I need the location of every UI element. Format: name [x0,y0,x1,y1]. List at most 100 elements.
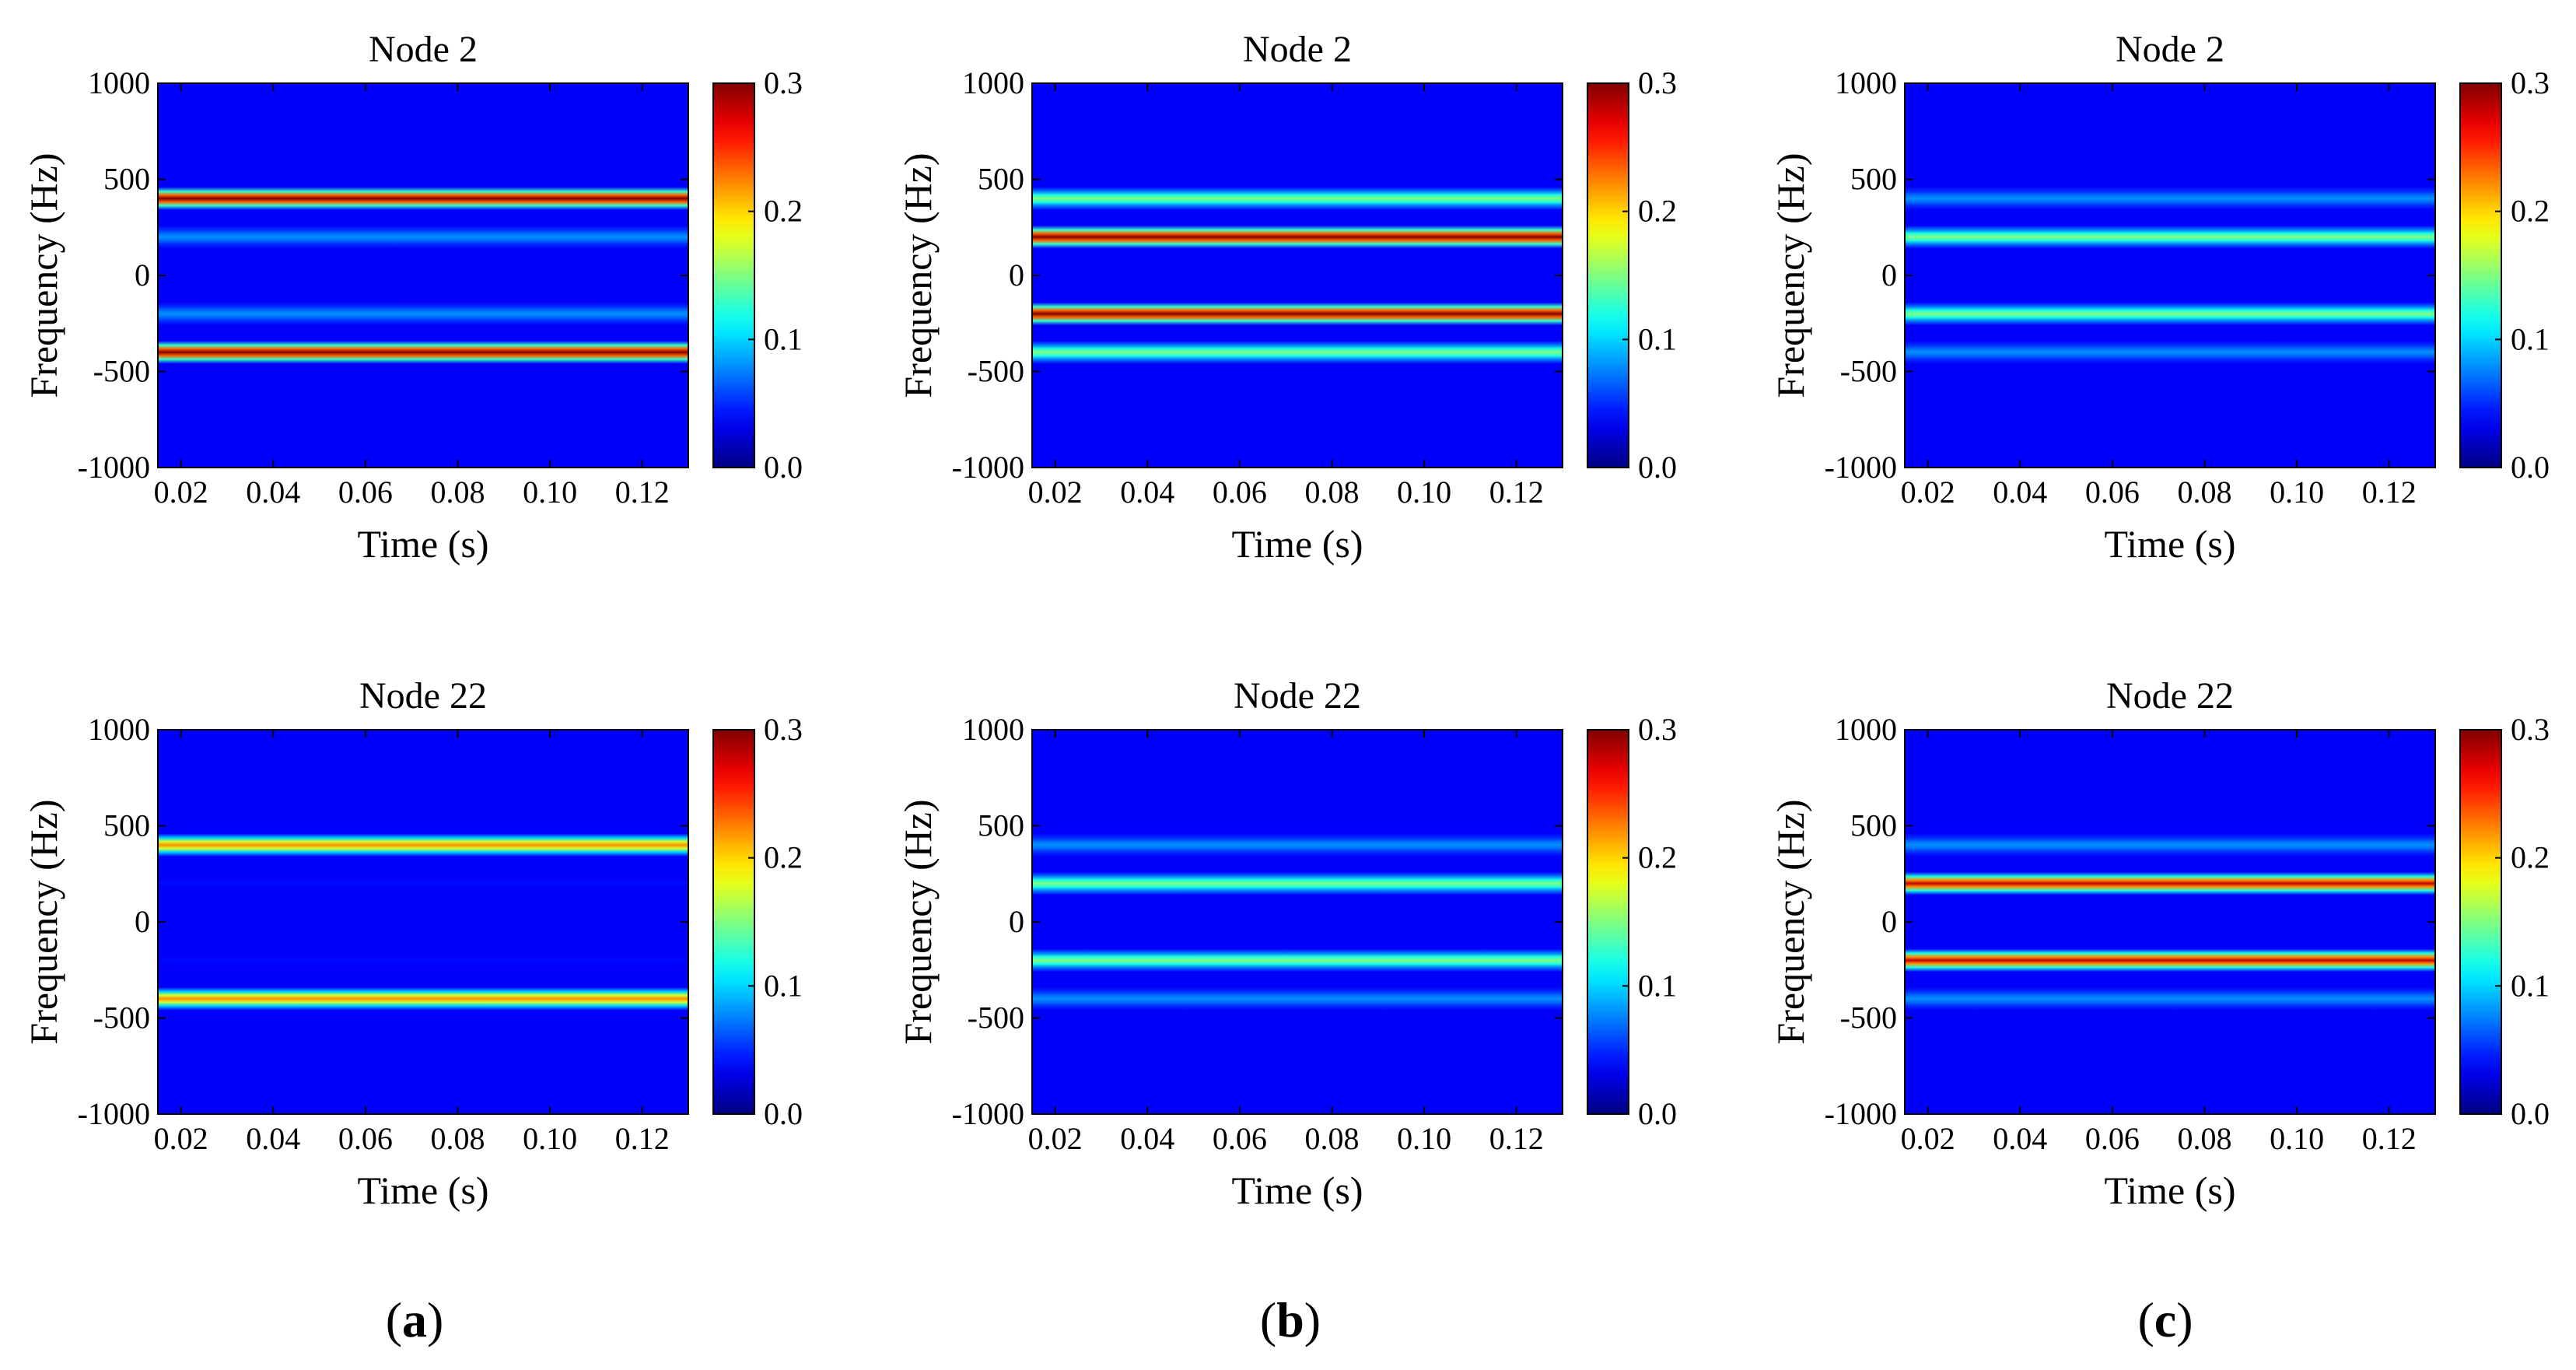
y-tick-label: 0 [1009,258,1024,293]
colorbar-tick-label: 0.0 [2511,450,2550,485]
y-tick-label: 1000 [88,712,150,747]
y-tick-label: -1000 [1825,1096,1897,1131]
colorbar-tick-label: 0.1 [764,321,803,356]
x-tick-label: 0.04 [1120,475,1174,510]
x-tick-label: 0.12 [615,1121,670,1156]
panel-label-open: ( [386,1292,402,1347]
band-pos600hz [1905,154,2435,166]
chart-title: Node 22 [359,675,487,717]
colorbar [2459,729,2502,1115]
heatmap-background [1905,730,2435,1114]
x-tick-label: 0.06 [1213,1121,1267,1156]
band-neg200hz [158,302,688,326]
x-tick-label: 0.04 [246,475,300,510]
x-tick-label: 0.02 [1028,475,1083,510]
panel-label-open: ( [2137,1292,2154,1347]
band-neg200hz [1905,948,2435,972]
panel-label-b: (b) [1260,1292,1321,1347]
colorbar-tick-label: 0.2 [1638,840,1677,875]
x-tick-label: 0.10 [1397,475,1451,510]
band-neg200hz [1032,302,1563,326]
band-pos200hz [158,225,688,249]
x-tick-label: 0.04 [246,1121,300,1156]
y-tick-label: -500 [93,1000,150,1035]
band-pos600hz [1905,801,2435,813]
y-tick-label: -500 [1840,354,1897,389]
x-tick-label: 0.08 [1304,475,1359,510]
x-tick-label: 0.12 [1489,475,1544,510]
y-axis-label: Frequency (Hz) [1769,152,1812,398]
band-pos400hz [1032,187,1563,211]
band-neg200hz [1032,948,1563,972]
y-tick-label: 500 [103,808,150,843]
colorbar-tick-label: 0.3 [2511,712,2550,747]
y-tick-label: 1000 [1835,65,1897,100]
x-tick-label: 0.06 [338,1121,393,1156]
y-tick-label: 0 [135,904,150,939]
x-tick-label: 0.08 [1304,1121,1359,1156]
colorbar-tick-label: 0.3 [1638,65,1677,100]
colorbar-tick-label: 0.1 [2511,968,2550,1003]
x-axis-label: Time (s) [2104,1169,2235,1212]
colorbar [712,729,755,1115]
y-tick-label: 1000 [962,712,1024,747]
x-tick-label: 0.02 [154,1121,208,1156]
x-tick-label: 0.04 [1993,475,2047,510]
panel-label-close: ) [427,1292,443,1347]
band-neg400hz [1032,340,1563,364]
colorbar-tick-label: 0.3 [764,712,803,747]
band-pos600hz [158,801,688,813]
chart-title: Node 2 [2116,29,2224,70]
heatmap-background [158,83,688,468]
x-tick-label: 0.08 [430,1121,485,1156]
y-tick-label: 0 [135,258,150,293]
band-neg600hz [1032,1031,1563,1043]
panel-label-close: ) [1304,1292,1321,1347]
band-pos400hz [158,833,688,857]
band-pos800hz [1032,762,1563,774]
band-pos400hz [158,187,688,211]
y-tick-label: -1000 [952,450,1024,485]
band-pos200hz [1905,871,2435,895]
colorbar-tick-label: 0.1 [764,968,803,1003]
chart-title: Node 2 [1243,29,1352,70]
colorbar-tick-label: 0.2 [2511,194,2550,229]
band-pos400hz [1905,833,2435,857]
colorbar-tick-label: 0.1 [2511,321,2550,356]
y-tick-label: 500 [1850,162,1897,197]
colorbar-tick-label: 0.2 [764,840,803,875]
colorbar-tick-label: 0.3 [1638,712,1677,747]
y-tick-label: -500 [968,354,1024,389]
band-neg600hz [1905,384,2435,397]
band-neg800hz [1905,423,2435,436]
chart-title: Node 22 [2106,675,2234,717]
panel-label-a: (a) [386,1292,444,1347]
x-tick-label: 0.12 [1489,1121,1544,1156]
colorbar-tick-label: 0.0 [764,450,803,485]
y-tick-label: -1000 [952,1096,1024,1131]
y-tick-label: -1000 [78,1096,150,1131]
y-axis-label: Frequency (Hz) [896,152,940,398]
y-tick-label: 1000 [1835,712,1897,747]
band-neg600hz [158,384,688,397]
band-neg200hz [158,954,688,966]
band-neg200hz [1905,302,2435,326]
x-tick-label: 0.04 [1120,1121,1174,1156]
y-tick-label: -500 [968,1000,1024,1035]
band-pos200hz [1032,225,1563,249]
band-pos600hz [1032,154,1563,166]
colorbar-tick-label: 0.1 [1638,968,1677,1003]
colorbar [1587,729,1629,1115]
x-tick-label: 0.10 [2270,475,2324,510]
x-tick-label: 0.10 [1397,1121,1451,1156]
y-tick-label: 500 [1850,808,1897,843]
band-pos600hz [158,154,688,166]
colorbar-tick-label: 0.0 [2511,1096,2550,1131]
